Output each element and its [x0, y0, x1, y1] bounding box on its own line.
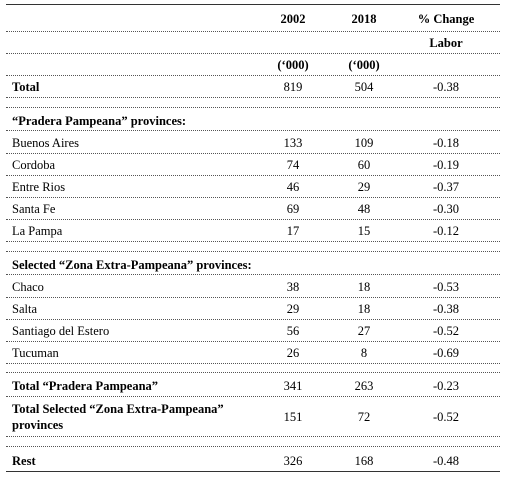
header-labor: Labor [429, 36, 463, 50]
rest-change: -0.48 [432, 454, 460, 468]
table-row-2002: 38 [286, 280, 300, 294]
table-row-label: Santa Fe [12, 202, 56, 216]
header-change: % Change [417, 12, 475, 26]
pradera-heading: “Pradera Pampeana” provinces: [12, 114, 187, 128]
total-zona-label-line2: provinces [12, 418, 64, 432]
table-row-label: Entre Rios [12, 180, 66, 194]
rule [6, 197, 500, 198]
unit-2018: (‘000) [348, 58, 380, 72]
rule [6, 130, 500, 131]
zona-heading: Selected “Zona Extra-Pampeana” provinces… [12, 258, 252, 272]
table-row-change: -0.12 [432, 224, 460, 238]
table-row-change: -0.37 [432, 180, 460, 194]
table-row-2018: 18 [357, 280, 371, 294]
table-row-change: -0.69 [432, 346, 460, 360]
table-row-2002: 69 [286, 202, 300, 216]
rule [6, 363, 500, 364]
table-row-change: -0.52 [432, 324, 460, 338]
rule [6, 75, 500, 76]
table-row-2018: 48 [357, 202, 371, 216]
rule [6, 153, 500, 154]
table-row-label: Cordoba [12, 158, 56, 172]
table-row-2002: 29 [286, 302, 300, 316]
total-zona-2002: 151 [283, 410, 303, 424]
table-row-2002: 46 [286, 180, 300, 194]
rule [6, 251, 500, 252]
rule [6, 436, 500, 437]
table-row-2018: 18 [357, 302, 371, 316]
rule [6, 107, 500, 108]
table-row-2018: 27 [357, 324, 371, 338]
total-pradera-change: -0.23 [432, 379, 460, 393]
rest-2002: 326 [283, 454, 303, 468]
rule [6, 341, 500, 342]
table-row-2018: 109 [354, 136, 374, 150]
unit-2002: (‘000) [277, 58, 309, 72]
rule [6, 175, 500, 176]
table-row-2018: 60 [357, 158, 371, 172]
table-row-label: Salta [12, 302, 37, 316]
total-change: -0.38 [432, 80, 460, 94]
total-label: Total [12, 80, 40, 94]
total-zona-2018: 72 [357, 410, 371, 424]
rest-label: Rest [12, 454, 36, 468]
total-pradera-2018: 263 [354, 379, 374, 393]
rule [6, 446, 500, 447]
rule [6, 274, 500, 275]
table-row-2002: 17 [286, 224, 300, 238]
table-row-2018: 8 [360, 346, 368, 360]
header-2002: 2002 [280, 12, 306, 26]
rule [6, 53, 500, 54]
rule [6, 319, 500, 320]
total-pradera-label: Total “Pradera Pampeana” [12, 379, 159, 393]
table-row-label: Buenos Aires [12, 136, 80, 150]
table-row-change: -0.38 [432, 302, 460, 316]
total-zona-label: Total Selected “Zona Extra-Pampeana” [12, 402, 224, 416]
header-2018: 2018 [351, 12, 377, 26]
table-row-change: -0.19 [432, 158, 460, 172]
bottom-rule [6, 471, 500, 472]
table-row-label: La Pampa [12, 224, 63, 238]
table-row-label: Chaco [12, 280, 44, 294]
table-row-2002: 56 [286, 324, 300, 338]
table-row-label: Santiago del Estero [12, 324, 110, 338]
table-row-label: Tucuman [12, 346, 59, 360]
table-row-change: -0.30 [432, 202, 460, 216]
top-rule [6, 4, 500, 5]
total-2002: 819 [283, 80, 303, 94]
total-zona-change: -0.52 [432, 410, 460, 424]
rule [6, 97, 500, 98]
rule [6, 297, 500, 298]
table-row-2002: 26 [286, 346, 300, 360]
rule [6, 372, 500, 373]
rule [6, 219, 500, 220]
rule [6, 31, 500, 32]
rule [6, 396, 500, 397]
table-row-2018: 15 [357, 224, 371, 238]
total-2018: 504 [354, 80, 374, 94]
total-pradera-2002: 341 [283, 379, 303, 393]
table-row-2002: 74 [286, 158, 300, 172]
table-row-change: -0.18 [432, 136, 460, 150]
rest-2018: 168 [354, 454, 374, 468]
rule [6, 241, 500, 242]
table-row-2018: 29 [357, 180, 371, 194]
table-row-2002: 133 [283, 136, 303, 150]
table-row-change: -0.53 [432, 280, 460, 294]
